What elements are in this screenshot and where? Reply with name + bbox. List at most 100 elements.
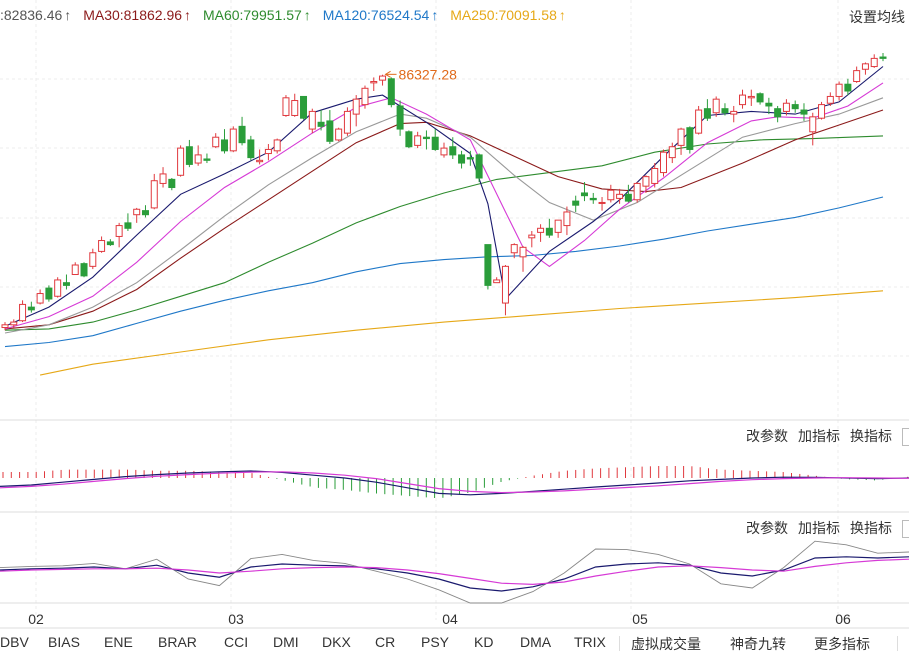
candle-body bbox=[203, 158, 211, 161]
kd-k-line bbox=[0, 556, 909, 592]
tab-more-indicators[interactable]: 更多指标 bbox=[814, 636, 870, 652]
candle-body bbox=[554, 219, 562, 233]
candle-body bbox=[501, 265, 509, 304]
candle-body bbox=[282, 97, 290, 116]
kd-switch-indicator-button[interactable]: 换指标 bbox=[850, 520, 892, 536]
candle-body bbox=[853, 70, 861, 82]
candle-body bbox=[54, 279, 62, 297]
candle-body bbox=[177, 147, 185, 176]
tab-separator bbox=[897, 636, 898, 651]
legend-ma60: MA60:79951.57 ↑ bbox=[202, 7, 311, 23]
candle-body bbox=[818, 104, 826, 119]
candle-body bbox=[27, 306, 35, 311]
ma20-line bbox=[4, 97, 884, 334]
candle-body bbox=[194, 154, 202, 164]
candle-body bbox=[642, 176, 650, 187]
candle-body bbox=[466, 157, 474, 160]
candle-body bbox=[870, 57, 878, 68]
tab-magic-nine[interactable]: 神奇九转 bbox=[730, 636, 786, 652]
kd-panel-tools: 改参数 加指标 换指标 bbox=[746, 518, 909, 539]
candle-body bbox=[668, 146, 676, 159]
tab-ene[interactable]: ENE bbox=[104, 634, 133, 650]
candle-body bbox=[141, 210, 149, 216]
candle-body bbox=[352, 98, 360, 115]
legend-ma20: :82836.46 ↑ bbox=[0, 7, 72, 23]
candle-body bbox=[730, 110, 738, 115]
tab-cr[interactable]: CR bbox=[375, 634, 396, 650]
legend-ma30: MA30:81862.96 ↑ bbox=[83, 7, 192, 23]
candle-body bbox=[256, 159, 264, 163]
candle-body bbox=[563, 211, 571, 227]
candle-body bbox=[475, 154, 483, 179]
candle-body bbox=[106, 241, 114, 246]
candle-body bbox=[686, 127, 694, 150]
ma-legend: :82836.46 ↑ MA30:81862.96 ↑ MA60:79951.57 ↑… bbox=[0, 7, 574, 27]
candle-body bbox=[133, 208, 141, 216]
candle-body bbox=[826, 95, 834, 104]
tab-dmi[interactable]: DMI bbox=[273, 634, 299, 650]
candle-body bbox=[695, 109, 703, 134]
candle-body bbox=[1, 324, 9, 329]
month-label: 04 bbox=[442, 611, 458, 627]
indicator-tabs: DBV BIAS ENE BRAR CCI DMI DKX CR PSY KD … bbox=[0, 632, 909, 654]
macd-add-indicator-button[interactable]: 加指标 bbox=[798, 428, 840, 444]
candle-body bbox=[414, 135, 422, 146]
candle-body bbox=[572, 200, 580, 206]
candle-body bbox=[62, 282, 70, 286]
candle-body bbox=[115, 225, 123, 237]
candle-body bbox=[343, 110, 351, 134]
macd-dif-line bbox=[0, 470, 909, 496]
candle-body bbox=[677, 128, 685, 146]
macd-change-params-button[interactable]: 改参数 bbox=[746, 428, 788, 444]
candle-body bbox=[519, 246, 527, 258]
peak-arrowhead bbox=[384, 70, 391, 78]
legend-ma120: MA120:76524.54 ↑ bbox=[322, 7, 439, 23]
candle-body bbox=[98, 240, 106, 252]
candle-body bbox=[774, 108, 782, 118]
set-ma-button[interactable]: 设置均线 bbox=[849, 9, 905, 25]
tab-dbv[interactable]: DBV bbox=[0, 634, 29, 650]
kd-collapse-icon[interactable] bbox=[902, 520, 909, 539]
kd-add-indicator-button[interactable]: 加指标 bbox=[798, 520, 840, 536]
tab-dma[interactable]: DMA bbox=[520, 634, 552, 650]
macd-dea-line bbox=[0, 471, 909, 494]
candle-body bbox=[545, 227, 553, 236]
tab-brar[interactable]: BRAR bbox=[158, 634, 197, 650]
tab-bias[interactable]: BIAS bbox=[48, 634, 80, 650]
candle-body bbox=[431, 136, 439, 150]
tab-virtual-volume[interactable]: 虚拟成交量 bbox=[631, 636, 701, 652]
candle-body bbox=[370, 80, 378, 84]
tab-cci[interactable]: CCI bbox=[224, 634, 249, 650]
candle-body bbox=[835, 83, 843, 97]
candle-body bbox=[440, 147, 448, 156]
candle-body bbox=[229, 128, 237, 152]
candle-body bbox=[379, 75, 387, 81]
candle-body bbox=[791, 104, 799, 110]
candle-body bbox=[405, 131, 413, 148]
candle-body bbox=[861, 63, 869, 70]
candle-body bbox=[45, 287, 53, 300]
candle-body bbox=[721, 108, 729, 114]
tab-trix[interactable]: TRIX bbox=[574, 634, 606, 650]
candle-body bbox=[712, 98, 720, 114]
kd-change-params-button[interactable]: 改参数 bbox=[746, 520, 788, 536]
macd-switch-indicator-button[interactable]: 换指标 bbox=[850, 428, 892, 444]
ma10-line bbox=[4, 82, 884, 330]
candle-body bbox=[449, 146, 457, 156]
tab-dkx[interactable]: DKX bbox=[322, 634, 351, 650]
candle-body bbox=[19, 303, 27, 322]
candle-body bbox=[89, 252, 97, 267]
candle-body bbox=[651, 167, 659, 184]
macd-collapse-icon[interactable] bbox=[902, 428, 909, 447]
tab-kd[interactable]: KD bbox=[474, 634, 494, 650]
candle-body bbox=[782, 102, 790, 112]
kd-j-line bbox=[0, 540, 909, 604]
tab-psy[interactable]: PSY bbox=[421, 634, 450, 650]
candle-body bbox=[844, 83, 852, 92]
candle-body bbox=[326, 120, 334, 142]
candle-body bbox=[510, 244, 518, 254]
candle-body bbox=[36, 293, 44, 304]
candle-body bbox=[484, 244, 492, 286]
month-label: 02 bbox=[28, 611, 44, 627]
